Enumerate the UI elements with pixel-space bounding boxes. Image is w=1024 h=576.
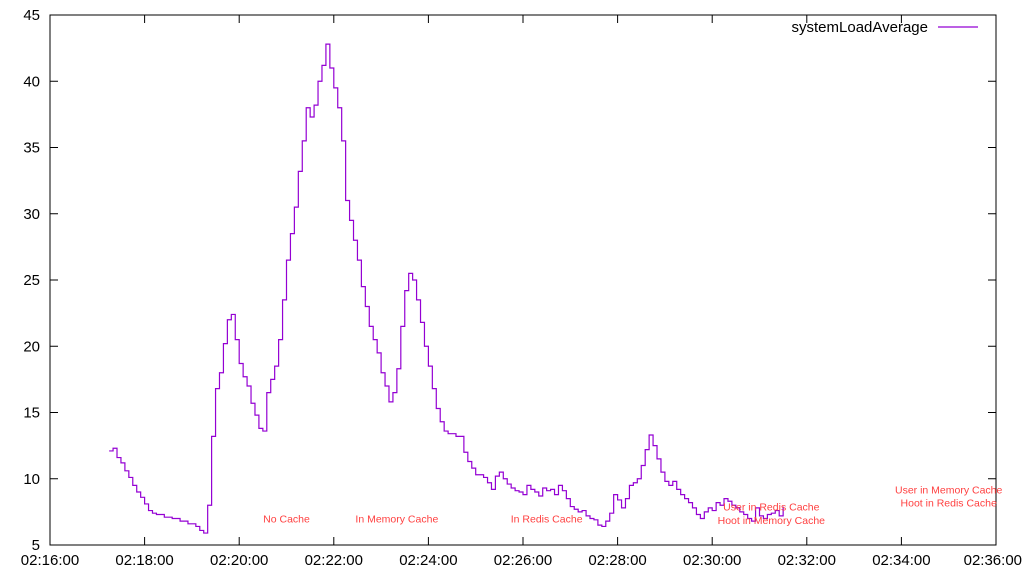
x-tick-label: 02:26:00 — [494, 552, 552, 569]
x-tick-label: 02:18:00 — [115, 552, 173, 569]
x-tick-label: 02:20:00 — [210, 552, 268, 569]
annotation-label: User in Memory Cache — [895, 484, 1003, 496]
annotation-label: User in Redis Cache — [723, 502, 819, 514]
y-tick-label: 20 — [23, 338, 40, 355]
x-tick-label: 02:34:00 — [872, 552, 930, 569]
x-tick-label: 02:16:00 — [21, 552, 79, 569]
annotation-label: Hoot in Memory Cache — [718, 515, 826, 527]
x-tick-label: 02:32:00 — [778, 552, 836, 569]
x-tick-label: 02:36:00 — [964, 552, 1022, 569]
x-tick-label: 02:30:00 — [683, 552, 741, 569]
plot-frame — [49, 14, 997, 546]
annotation-label: In Redis Cache — [511, 513, 583, 525]
y-tick-label: 15 — [23, 405, 40, 422]
y-tick-label: 25 — [23, 272, 40, 289]
y-tick-label: 35 — [23, 140, 40, 157]
series-layer — [109, 43, 784, 534]
annotations: No Cache In Memory Cache In Redis Cache Use… — [263, 484, 1002, 526]
annotation-label: In Memory Cache — [355, 513, 438, 525]
axes: 5 10 15 20 25 30 35 40 45 02:16:00 02:18:00 02:20:0… — [21, 7, 1022, 569]
y-tick-label: 10 — [23, 471, 40, 488]
x-tick-label: 02:28:00 — [588, 552, 646, 569]
y-tick-label: 40 — [23, 73, 40, 90]
x-tick-label: 02:22:00 — [305, 552, 363, 569]
annotation-label: Hoot in Redis Cache — [901, 498, 997, 510]
y-tick-label: 30 — [23, 206, 40, 223]
y-tick-label: 5 — [32, 537, 40, 554]
legend: systemLoadAverage — [792, 19, 978, 36]
series-line-systemLoadAverage — [109, 43, 784, 534]
y-tick-label: 45 — [23, 7, 40, 24]
annotation-label: No Cache — [263, 513, 310, 525]
legend-label: systemLoadAverage — [792, 19, 928, 36]
x-tick-label: 02:24:00 — [399, 552, 457, 569]
